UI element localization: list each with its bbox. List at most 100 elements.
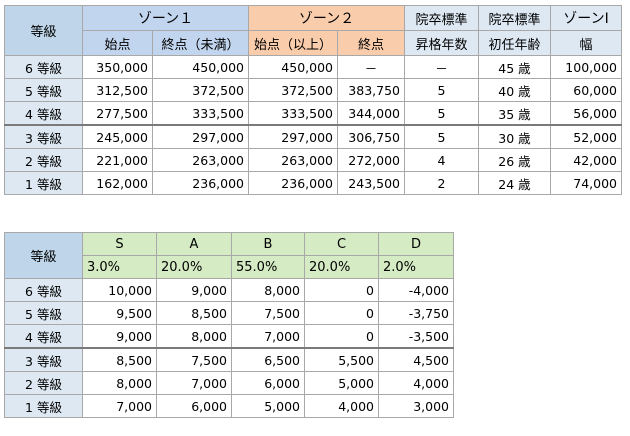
value-cell: 8,500 [82, 347, 157, 372]
value-cell: 10,000 [82, 278, 157, 302]
table-row: 5 等級 312,500 372,500 372,500 383,750 5 40 歳 60,… [4, 78, 622, 102]
value-cell: 7,500 [231, 301, 305, 325]
value-cell: 5,000 [231, 394, 305, 418]
value-cell: 5,000 [304, 371, 379, 395]
value-cell: 333,500 [152, 101, 249, 126]
ratio-S: 3.0% [82, 255, 157, 279]
value-cell: 9,000 [156, 278, 232, 302]
value-cell: 450,000 [248, 55, 338, 79]
value-cell: 42,000 [550, 148, 622, 172]
value-cell: 344,000 [337, 101, 405, 126]
value-cell: 7,000 [231, 324, 305, 349]
value-cell: -4,000 [378, 278, 454, 302]
value-cell: 162,000 [82, 171, 153, 195]
table1-header-row-2: 始点 終点（未満） 始点（以上） 終点 昇格年数 初任年齢 幅 [5, 30, 622, 56]
value-cell: 450,000 [152, 55, 249, 79]
value-cell: － [337, 55, 405, 79]
rating-S: S [82, 232, 157, 256]
ratio-B: 55.0% [231, 255, 305, 279]
ratio-A: 20.0% [156, 255, 232, 279]
value-cell: 6,000 [156, 394, 232, 418]
age-cell: 26 歳 [478, 148, 551, 172]
value-cell: 60,000 [550, 78, 622, 102]
value-cell: 221,000 [82, 148, 153, 172]
grade-cell: 5 等級 [4, 301, 83, 325]
value-cell: 56,000 [550, 101, 622, 126]
rating-C: C [304, 232, 379, 256]
grade-cell: 6 等級 [4, 55, 83, 79]
value-cell: 8,000 [82, 371, 157, 395]
value-cell: 6,500 [231, 347, 305, 372]
value-cell: 7,000 [156, 371, 232, 395]
value-cell: 243,500 [337, 171, 405, 195]
zone1-start-header: 始点 [82, 30, 153, 56]
zone2-end-header: 終点 [337, 30, 405, 56]
years-cell: 5 [404, 124, 479, 149]
table-row: 4 等級 9,000 8,000 7,000 0 -3,500 [4, 324, 454, 349]
value-cell: 277,500 [82, 101, 153, 126]
age-cell: 45 歳 [478, 55, 551, 79]
value-cell: 8,500 [156, 301, 232, 325]
table1-header-row-1: 等級 ゾーン１ ゾーン２ 院卒標準 院卒標準 ゾーンⅠ [4, 5, 622, 56]
table-row: 3 等級 245,000 297,000 297,000 306,750 5 30 歳 52,… [4, 124, 622, 149]
zone1-end-header: 終点（未満） [152, 30, 249, 56]
value-cell: 3,000 [378, 394, 454, 418]
grade-header: 等級 [4, 232, 83, 279]
ratio-C: 20.0% [304, 255, 379, 279]
years-cell: － [404, 55, 479, 79]
value-cell: 0 [304, 324, 379, 349]
starting-age-subheader: 初任年齢 [478, 30, 551, 56]
starting-age-header: 院卒標準 [478, 5, 551, 31]
value-cell: 5,500 [304, 347, 379, 372]
evaluation-table: 等級 S A B C D 3.0% 20.0% 55.0% 20.0% 2.0%… [4, 232, 454, 418]
grade-cell: 3 等級 [4, 124, 83, 149]
value-cell: 8,000 [231, 278, 305, 302]
table-row: 6 等級 350,000 450,000 450,000 －－ 45 歳 100,000 [4, 55, 622, 79]
value-cell: 100,000 [550, 55, 622, 79]
table-row: 4 等級 277,500 333,500 333,500 344,000 5 35 歳 56,… [4, 101, 622, 126]
value-cell: 272,000 [337, 148, 405, 172]
table2-header-row-2: 3.0% 20.0% 55.0% 20.0% 2.0% [5, 255, 454, 279]
value-cell: 245,000 [82, 124, 153, 149]
zoneI-width-subheader: 幅 [550, 30, 622, 56]
age-cell: 40 歳 [478, 78, 551, 102]
value-cell: 7,500 [156, 347, 232, 372]
value-cell: 0 [304, 301, 379, 325]
zone2-header: ゾーン２ [248, 5, 405, 31]
rating-A: A [156, 232, 232, 256]
years-cell: 5 [404, 101, 479, 126]
zone2-start-header: 始点（以上） [248, 30, 338, 56]
zone1-header: ゾーン１ [82, 5, 249, 31]
value-cell: 372,500 [152, 78, 249, 102]
table2-header-row-1: 等級 S A B C D [4, 232, 454, 279]
salary-zone-table: 等級 ゾーン１ ゾーン２ 院卒標準 院卒標準 ゾーンⅠ 始点 終点（未満） 始点… [4, 5, 622, 195]
age-cell: 35 歳 [478, 101, 551, 126]
value-cell: 297,000 [152, 124, 249, 149]
value-cell: -3,750 [378, 301, 454, 325]
value-cell: 52,000 [550, 124, 622, 149]
ratio-D: 2.0% [378, 255, 454, 279]
value-cell: 236,000 [152, 171, 249, 195]
value-cell: 74,000 [550, 171, 622, 195]
grade-cell: 1 等級 [4, 394, 83, 418]
rating-D: D [378, 232, 454, 256]
age-cell: 30 歳 [478, 124, 551, 149]
table-row: 1 等級 7,000 6,000 5,000 4,000 3,000 [4, 394, 454, 418]
grade-cell: 6 等級 [4, 278, 83, 302]
value-cell: 9,000 [82, 324, 157, 349]
value-cell: 4,000 [304, 394, 379, 418]
grade-header: 等級 [4, 5, 83, 56]
value-cell: 236,000 [248, 171, 338, 195]
value-cell: 6,000 [231, 371, 305, 395]
value-cell: 333,500 [248, 101, 338, 126]
value-cell: 4,500 [378, 347, 454, 372]
table-row: 2 等級 8,000 7,000 6,000 5,000 4,000 [4, 371, 454, 395]
age-cell: 24 歳 [478, 171, 551, 195]
years-cell: 4 [404, 148, 479, 172]
table-row: 3 等級 8,500 7,500 6,500 5,500 4,500 [4, 347, 454, 372]
years-cell: 2 [404, 171, 479, 195]
years-cell: 5 [404, 78, 479, 102]
table-row: 5 等級 9,500 8,500 7,500 0 -3,750 [4, 301, 454, 325]
value-cell: 297,000 [248, 124, 338, 149]
grade-cell: 1 等級 [4, 171, 83, 195]
